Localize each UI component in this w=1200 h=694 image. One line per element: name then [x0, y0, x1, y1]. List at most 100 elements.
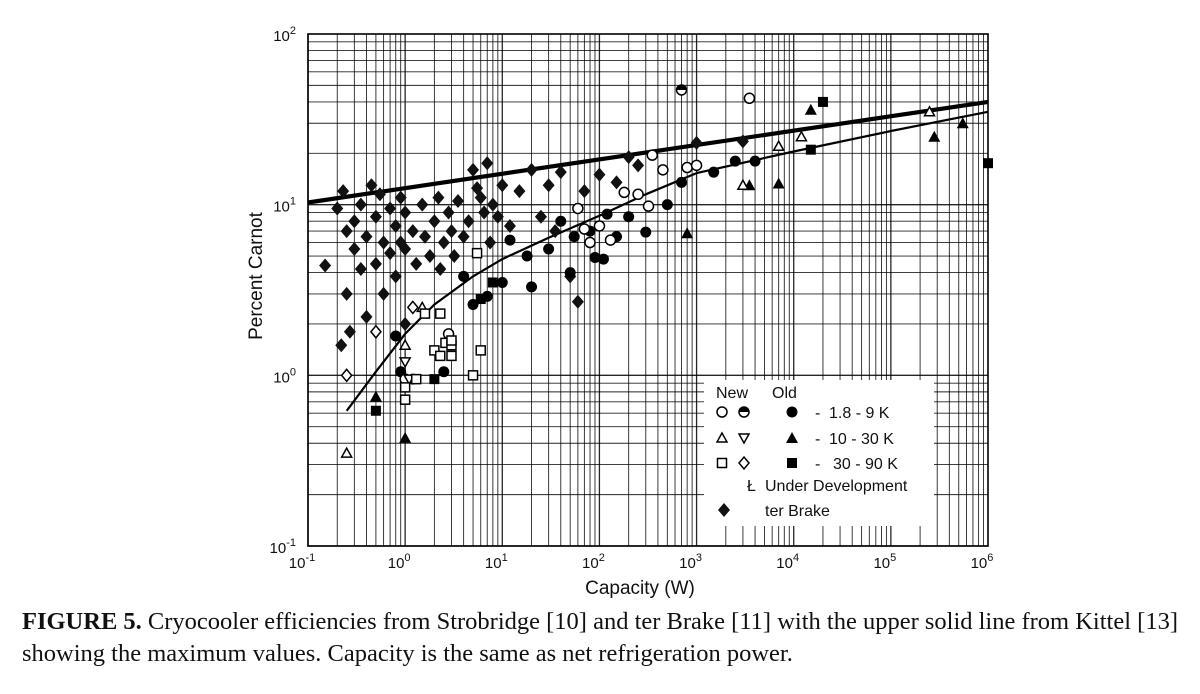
data-point-circle-filled [496, 276, 508, 288]
legend: New Old - 1.8 - 9 K - 10 - 30 K - 30 - 9… [704, 380, 934, 526]
legend-marker-square-open [716, 457, 728, 469]
data-point-triangle-up-open [795, 130, 808, 142]
legend-row-1: - 1.8 - 9 K [716, 405, 890, 422]
legend-marker-diamond-filled [718, 503, 730, 517]
legend-symbol [716, 406, 728, 418]
data-point-circle-open [632, 188, 644, 201]
data-point-diamond-filled [348, 241, 361, 256]
data-point-diamond-filled [389, 218, 402, 233]
x-tick-label: 10-1 [289, 552, 315, 572]
data-point-diamond-filled [340, 224, 353, 239]
data-point-circle-filled [526, 281, 538, 293]
data-point-circle-open [593, 220, 606, 232]
data-point-diamond-filled [578, 184, 591, 199]
data-point-square-open [446, 350, 457, 362]
data-point-triangle-up-open [923, 105, 936, 117]
data-point-diamond-filled [365, 178, 378, 193]
data-point-circle-filled [601, 208, 613, 220]
data-point-diamond-filled [534, 209, 547, 224]
data-point-square-open [471, 247, 483, 259]
legend-marker-triangle-up-open [715, 431, 729, 443]
data-points [319, 84, 993, 458]
x-tick-label: 106 [971, 552, 994, 572]
legend-marker-triangle-down-open [737, 433, 751, 445]
legend-marker-diamond-open [738, 455, 750, 471]
y-tick-label: 101 [273, 196, 296, 216]
legend-symbol [715, 431, 729, 443]
data-point-diamond-filled [399, 316, 412, 331]
data-point-diamond-filled [384, 201, 397, 216]
data-point-circle-open [618, 186, 630, 199]
data-point-diamond-filled [337, 184, 350, 199]
data-point-circle-filled [390, 330, 402, 342]
data-point-triangle-filled [399, 431, 412, 443]
legend-marker-circle-half [738, 406, 750, 418]
data-point-square-filled [805, 144, 816, 155]
data-point-circle-filled [749, 155, 761, 167]
data-point-square-filled [487, 277, 498, 288]
legend-row-3: - 30 - 90 K [716, 455, 898, 473]
data-point-circle-filled [438, 366, 450, 378]
x-tick-label: 105 [873, 552, 896, 572]
data-point-square-open [446, 335, 457, 346]
strobridge-trend-line [345, 110, 989, 412]
data-point-triangle-filled [956, 117, 969, 129]
legend-col-new: New [716, 385, 748, 402]
data-point-square-open [435, 350, 446, 362]
x-tick-label: 102 [582, 552, 605, 572]
data-point-circle-open [743, 92, 756, 105]
legend-dev-symbol: Ł [747, 478, 756, 495]
x-tick-label: 101 [485, 552, 508, 572]
data-point-diamond-filled [360, 229, 373, 244]
legend-label-1: 1.8 - 9 K [829, 405, 890, 422]
data-point-diamond-filled [377, 286, 390, 301]
data-point-square-open [410, 373, 422, 385]
data-point-triangle-filled [772, 177, 785, 189]
legend-symbol [738, 406, 750, 418]
data-point-triangle-up-open [340, 446, 353, 458]
data-point-diamond-filled [335, 338, 348, 353]
data-point-diamond-filled [432, 190, 445, 205]
data-point-diamond-filled [416, 197, 429, 212]
data-point-circle-filled [564, 267, 576, 279]
data-point-triangle-up-open [772, 139, 785, 151]
data-point-diamond-filled [406, 224, 419, 239]
legend-symbol [786, 406, 798, 418]
legend-symbol [716, 457, 728, 469]
data-point-diamond-filled [331, 201, 344, 216]
data-point-square-filled [475, 294, 486, 305]
data-point-triangle-up-open [398, 338, 412, 351]
x-tick-label: 100 [388, 552, 411, 572]
data-point-diamond-filled [373, 187, 386, 202]
x-tick-label: 104 [776, 552, 799, 572]
data-point-diamond-filled [486, 197, 499, 212]
data-point-triangle-filled [681, 227, 694, 239]
data-point-circle-filled [640, 226, 652, 238]
legend-symbol [786, 432, 798, 443]
caption-text: Cryocooler efficiencies from Strobridge … [22, 608, 1178, 667]
legend-marker-triangle-filled [786, 432, 798, 443]
data-point-square-filled [370, 405, 381, 416]
data-point-diamond-filled [457, 229, 470, 244]
data-point-circle-filled [543, 243, 555, 255]
data-point-triangle-filled [804, 103, 817, 115]
legend-brake-label: ter Brake [765, 503, 830, 520]
y-tick-label: 100 [273, 366, 296, 386]
data-point-square-filled [983, 158, 993, 169]
data-point-diamond-filled [690, 135, 703, 150]
data-point-diamond-filled [418, 229, 431, 244]
data-point-diamond-filled [442, 205, 455, 220]
data-point-circle-filled [521, 250, 533, 262]
data-point-circle-open [690, 159, 703, 172]
data-point-circle-open [578, 223, 591, 235]
data-point-circle-filled [555, 215, 567, 227]
data-point-diamond-filled [503, 218, 516, 233]
data-point-diamond-filled [632, 158, 645, 173]
data-point-diamond-filled [423, 249, 436, 264]
data-point-diamond-filled [445, 224, 458, 239]
legend-label-2: 10 - 30 K [829, 431, 894, 448]
data-point-diamond-filled [474, 190, 487, 205]
data-point-circle-open [584, 236, 596, 249]
marker-fill [676, 84, 687, 90]
plot-frame [307, 33, 989, 547]
